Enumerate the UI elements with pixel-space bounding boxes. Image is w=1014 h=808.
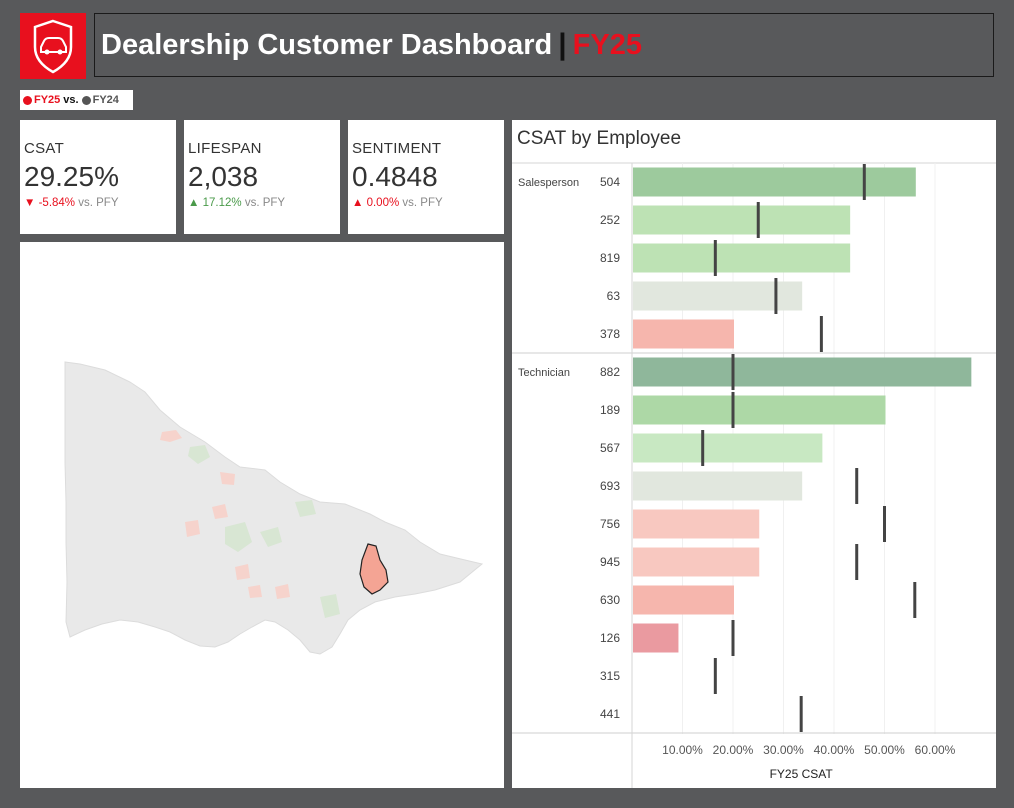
kpi-card-lifespan[interactable]: LIFESPAN 2,038 ▲ 17.12% vs. PFY bbox=[184, 120, 340, 234]
brand-logo bbox=[20, 13, 86, 79]
arrow-up-icon: ▲ bbox=[188, 197, 200, 209]
csat-bar-chart[interactable]: Salesperson 504 252 819 63 378 Technician 882 18… bbox=[512, 120, 996, 788]
kpi-value: 2,038 bbox=[188, 161, 259, 192]
employee-label: 504 bbox=[600, 175, 620, 189]
dashboard-title: Dealership Customer Dashboard bbox=[101, 28, 553, 61]
region-selected bbox=[359, 543, 389, 595]
employee-label: 819 bbox=[600, 251, 620, 265]
group-label: Salesperson bbox=[518, 177, 579, 189]
x-tick-label: 50.00% bbox=[864, 743, 905, 757]
csat-bar[interactable] bbox=[633, 471, 803, 501]
csat-bar[interactable] bbox=[633, 243, 851, 273]
employee-label: 189 bbox=[600, 403, 620, 417]
csat-bar[interactable] bbox=[633, 205, 851, 235]
kpi-value: 0.4848 bbox=[352, 161, 438, 192]
kpi-card-sentiment[interactable]: SENTIMENT 0.4848 ▲ 0.00% vs. PFY bbox=[348, 120, 504, 234]
kpi-value: 29.25% bbox=[24, 161, 119, 192]
x-tick-label: 40.00% bbox=[814, 743, 855, 757]
title-separator: | bbox=[558, 28, 567, 61]
kpi-label: CSAT bbox=[24, 140, 65, 157]
region-red-3 bbox=[212, 504, 228, 519]
kpi-delta-value: 0.00% bbox=[366, 197, 400, 209]
employee-label: 567 bbox=[600, 441, 620, 455]
employee-label: 630 bbox=[600, 593, 620, 607]
employee-label: 693 bbox=[600, 479, 620, 493]
employee-label: 945 bbox=[600, 555, 620, 569]
kpi-card-csat[interactable]: CSAT 29.25% ▼ -5.84% vs. PFY bbox=[20, 120, 176, 234]
kpi-label: SENTIMENT bbox=[352, 140, 442, 157]
region-map[interactable] bbox=[20, 242, 504, 788]
employee-label: 126 bbox=[600, 631, 620, 645]
csat-bar[interactable] bbox=[633, 281, 803, 311]
region-red-1 bbox=[160, 430, 182, 442]
legend-prior: FY24 bbox=[92, 94, 119, 106]
kpi-delta-value: 17.12% bbox=[202, 197, 242, 209]
arrow-up-icon: ▲ bbox=[352, 197, 364, 209]
csat-bar[interactable] bbox=[633, 509, 760, 539]
csat-bar[interactable] bbox=[633, 319, 734, 349]
kpi-delta-row: ▲ 0.00% vs. PFY bbox=[352, 197, 504, 209]
csat-bar[interactable] bbox=[633, 395, 886, 425]
region-red-6 bbox=[248, 585, 262, 598]
kpi-delta-row: ▼ -5.84% vs. PFY bbox=[24, 197, 176, 209]
region-red-2 bbox=[220, 472, 235, 485]
kpi-label: LIFESPAN bbox=[188, 140, 262, 157]
csat-bar[interactable] bbox=[633, 623, 679, 653]
csat-bar[interactable] bbox=[633, 167, 916, 197]
shield-car-icon bbox=[33, 19, 73, 74]
kpi-delta-row: ▲ 17.12% vs. PFY bbox=[188, 197, 340, 209]
region-red-4 bbox=[185, 520, 200, 537]
csat-bar[interactable] bbox=[633, 547, 760, 577]
employee-label: 315 bbox=[600, 669, 620, 683]
state-outline bbox=[64, 361, 484, 655]
legend-current: FY25 bbox=[34, 94, 61, 106]
x-tick-label: 10.00% bbox=[662, 743, 703, 757]
kpi-delta-suffix: vs. PFY bbox=[402, 197, 443, 209]
region-red-5 bbox=[235, 564, 250, 580]
region-green-5 bbox=[320, 594, 340, 618]
employee-label: 882 bbox=[600, 365, 620, 379]
region-green-1 bbox=[188, 445, 210, 464]
chart-title: CSAT by Employee bbox=[517, 128, 682, 149]
kpi-delta-suffix: vs. PFY bbox=[78, 197, 119, 209]
employee-label: 63 bbox=[607, 289, 621, 303]
kpi-delta-suffix: vs. PFY bbox=[244, 197, 286, 209]
x-tick-label: 20.00% bbox=[713, 743, 754, 757]
legend-vs: vs. bbox=[63, 94, 79, 106]
employee-label: 756 bbox=[600, 517, 620, 531]
x-tick-label: 60.00% bbox=[915, 743, 956, 757]
group-label: Technician bbox=[518, 367, 570, 379]
csat-chart-panel: CSAT by Employee Salesperson 504 252 819 63 3… bbox=[512, 120, 996, 788]
period-legend: FY25 vs. FY24 bbox=[20, 90, 133, 110]
region-green-3 bbox=[260, 527, 282, 547]
region-green-2 bbox=[225, 522, 252, 552]
employee-label: 378 bbox=[600, 327, 620, 341]
csat-bar[interactable] bbox=[633, 433, 823, 463]
fy24-dot-icon bbox=[81, 95, 91, 105]
x-tick-label: 30.00% bbox=[763, 743, 804, 757]
csat-bar[interactable] bbox=[633, 357, 972, 387]
employee-label: 252 bbox=[600, 213, 620, 227]
kpi-delta-value: -5.84% bbox=[38, 197, 76, 209]
dashboard-header: Dealership Customer Dashboard | FY25 bbox=[94, 13, 994, 77]
employee-label: 441 bbox=[600, 707, 620, 721]
victoria-map[interactable] bbox=[20, 242, 504, 788]
title-period: FY25 bbox=[572, 28, 642, 61]
region-red-7 bbox=[275, 584, 290, 599]
x-axis-title: FY25 CSAT bbox=[770, 767, 834, 781]
arrow-down-icon: ▼ bbox=[24, 197, 36, 209]
csat-bar[interactable] bbox=[633, 585, 734, 615]
region-green-4 bbox=[295, 500, 316, 517]
fy25-dot-icon bbox=[23, 95, 32, 105]
